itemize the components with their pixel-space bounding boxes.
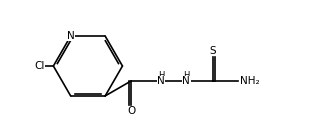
Text: H: H (158, 71, 164, 80)
Text: NH₂: NH₂ (240, 76, 260, 86)
Text: N: N (182, 76, 190, 86)
Text: N: N (157, 76, 165, 86)
Text: Cl: Cl (35, 61, 45, 71)
Text: S: S (210, 46, 216, 56)
Text: H: H (183, 71, 189, 80)
Text: O: O (127, 106, 135, 116)
Text: N: N (68, 31, 75, 41)
